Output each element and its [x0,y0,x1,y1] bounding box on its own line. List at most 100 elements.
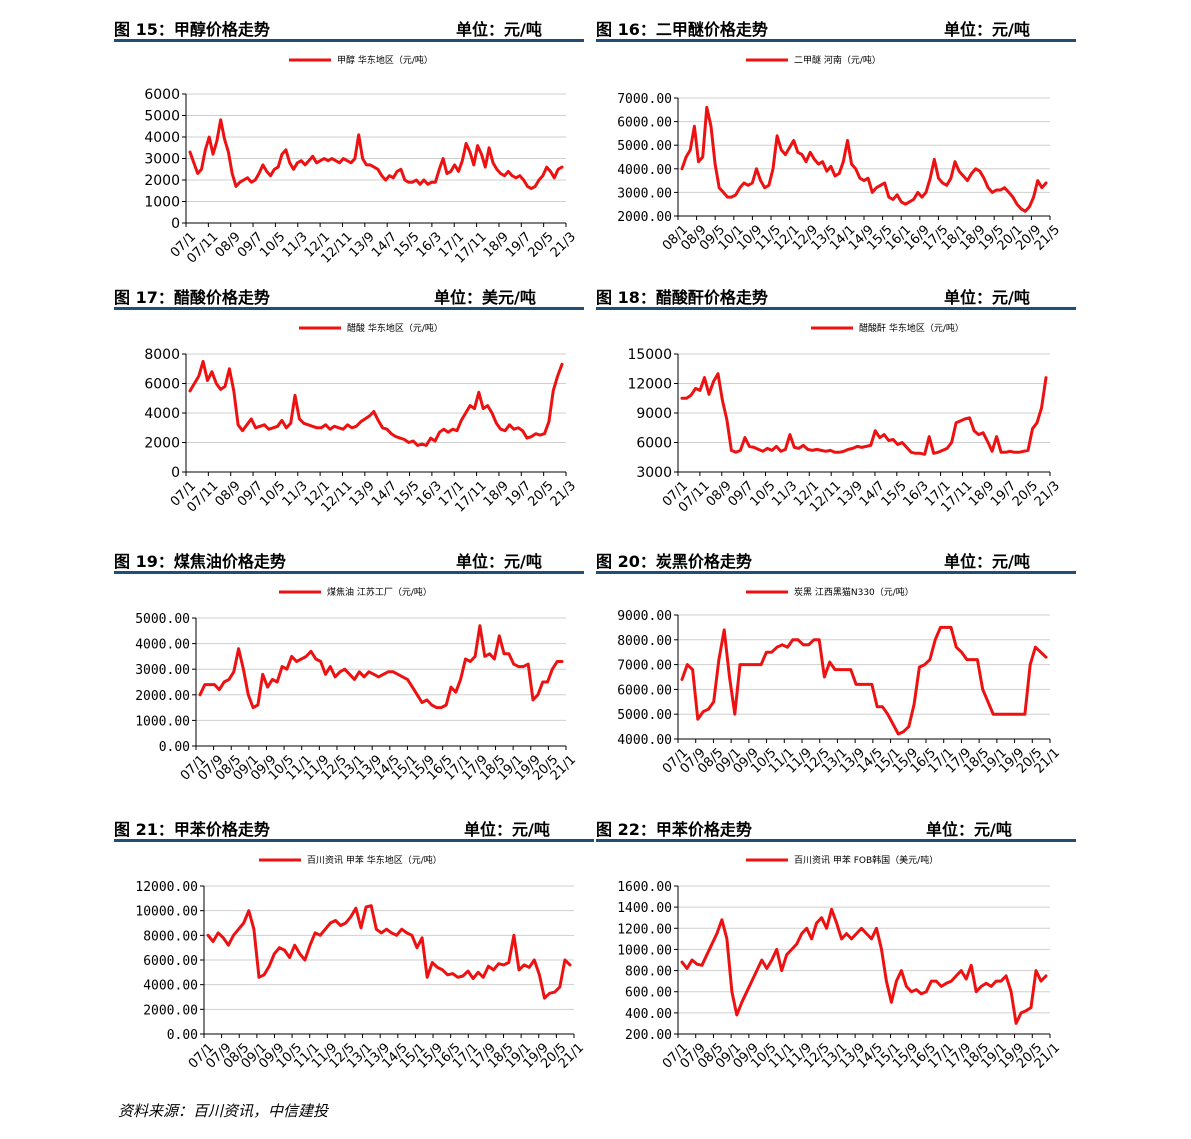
y-tick-label: 3000.00 [617,186,672,201]
chart-panel-c18: 图 18：醋酸酐价格走势 单位：元/吨 醋酸酐 华东地区（元/吨） 3000 6000 9… [596,284,1076,552]
y-tick-label: 5000.00 [135,612,190,627]
y-tick-label: 3000.00 [135,663,190,678]
y-tick-label: 2000.00 [617,210,672,225]
title-rule [114,839,594,842]
y-tick-label: 1600.00 [617,880,672,895]
series-line-0 [188,118,564,191]
legend: 甲醇 华东地区（元/吨） [289,54,433,66]
figure-unit: 单位：美元/吨 [434,288,536,307]
y-tick-label: 1400.00 [617,901,672,916]
x-tick-label: 21/3 [548,478,579,509]
y-tick-label: 2000 [144,173,180,189]
y-tick-label: 7000.00 [617,659,672,674]
chart-panel-c16: 图 16：二甲醚价格走势 单位：元/吨二甲醚 河南（元/吨） 2000.00 3000… [596,16,1076,284]
legend: 炭黑 江西黑猫N330（元/吨） [746,586,914,598]
y-tick-label: 7000.00 [617,92,672,107]
figure-title: 图 20：炭黑价格走势 [596,552,752,571]
line-chart: 百川资讯 甲苯 FOB韩国（美元/吨） 200.00 400.00 600.00 800… [617,854,1063,1072]
y-tick-label: 5000.00 [617,139,672,154]
title-rule [114,571,584,574]
y-tick-label: 0.00 [159,740,190,755]
legend: 醋酸酐 华东地区（元/吨） [811,322,964,334]
y-tick-label: 5000 [144,109,180,125]
figure-title: 图 16：二甲醚价格走势 [596,20,768,39]
figure-unit: 单位：元/吨 [944,552,1030,571]
y-tick-label: 8000 [144,347,180,363]
y-tick-label: 6000.00 [143,954,198,969]
chart-panel-c21: 图 21：甲苯价格走势 单位：元/吨百川资讯 甲苯 华东地区（元/吨） 0.00 20… [114,816,594,1084]
title-rule [114,307,584,310]
y-tick-label: 6000 [636,436,672,452]
y-tick-label: 400.00 [625,1007,672,1022]
chart-panel-c17: 图 17：醋酸价格走势 单位：美元/吨 醋酸 华东地区（元/吨） 0 2000 4000 6… [114,284,594,552]
figure-title: 图 18：醋酸酐价格走势 [596,288,768,307]
y-tick-label: 8000.00 [617,634,672,649]
line-chart: 醋酸 华东地区（元/吨）0200040006000800007/107/1108… [144,322,579,516]
chart-panel-c20: 图 20：炭黑价格走势 单位：元/吨炭黑 江西黑猫N330（元/吨） 4000.00… [596,548,1076,816]
y-tick-label: 8000.00 [143,929,198,944]
line-chart: 炭黑 江西黑猫N330（元/吨） 4000.00 5000.00 6000.00 700… [617,586,1063,777]
chart-panel-c22: 图 22：甲苯价格走势 单位：元/吨 百川资讯 甲苯 FOB韩国（美元/吨） 200.… [596,816,1076,1084]
line-chart: 百川资讯 甲苯 华东地区（元/吨） 0.00 2000.00 4000.00 6000.… [135,854,584,1072]
series-line-0 [188,359,564,447]
y-tick-label: 1000.00 [617,943,672,958]
chart-panel-c19: 图 19：煤焦油价格走势 单位：元/吨 煤焦油 江苏工厂（元/吨） 0.00 1000.… [114,548,594,816]
legend: 醋酸 华东地区（元/吨） [299,322,443,334]
y-tick-label: 6000.00 [617,683,672,698]
legend-label: 醋酸 华东地区（元/吨） [347,322,443,334]
figure-title: 图 21：甲苯价格走势 [114,820,270,839]
y-tick-label: 12000 [627,377,672,393]
x-tick-label: 21/3 [548,229,579,260]
title-rule [596,839,1076,842]
series-line-0 [680,907,1048,1025]
y-tick-label: 1000.00 [135,714,190,729]
y-tick-label: 9000.00 [617,609,672,624]
y-tick-label: 4000.00 [143,979,198,994]
legend-label: 煤焦油 江苏工厂（元/吨） [327,586,432,598]
series-line-0 [206,904,572,1000]
y-tick-label: 5000.00 [617,708,672,723]
figure-unit: 单位：元/吨 [456,552,542,571]
y-tick-label: 0.00 [167,1028,198,1043]
legend-label: 二甲醚 河南（元/吨） [794,54,881,66]
y-tick-label: 4000 [144,130,180,146]
figure-title: 图 15：甲醇价格走势 [114,20,270,39]
figure-unit: 单位：元/吨 [464,820,550,839]
legend-label: 炭黑 江西黑猫N330（元/吨） [794,586,914,598]
y-tick-label: 10000.00 [135,905,198,920]
figure-unit: 单位：元/吨 [944,288,1030,307]
y-tick-label: 6000 [144,87,180,103]
y-tick-label: 4000.00 [617,163,672,178]
y-tick-label: 2000 [144,436,180,452]
line-chart: 甲醇 华东地区（元/吨）010002000300040005000600007/… [144,54,579,267]
legend-label: 百川资讯 甲苯 华东地区（元/吨） [307,854,442,866]
line-chart: 煤焦油 江苏工厂（元/吨） 0.00 1000.00 2000.00 3000.00 40… [135,586,579,784]
y-tick-label: 4000.00 [617,733,672,748]
y-tick-label: 4000.00 [135,638,190,653]
series-line-0 [680,625,1048,736]
y-tick-label: 12000.00 [135,880,198,895]
y-tick-label: 3000 [636,465,672,481]
y-tick-label: 2000.00 [135,689,190,704]
figure-unit: 单位：元/吨 [944,20,1030,39]
line-chart: 醋酸酐 华东地区（元/吨）300060009000120001500007/10… [627,322,1063,516]
title-rule [596,39,1076,42]
legend-label: 百川资讯 甲苯 FOB韩国（美元/吨） [794,854,938,866]
title-rule [596,307,1076,310]
y-tick-label: 3000 [144,152,180,168]
series-line-0 [198,624,564,710]
legend-label: 甲醇 华东地区（元/吨） [337,54,433,66]
y-tick-label: 600.00 [625,986,672,1001]
title-rule [114,39,584,42]
x-tick-label: 21/3 [1032,478,1063,509]
series-line-0 [680,105,1048,213]
y-tick-label: 15000 [627,347,672,363]
y-tick-label: 2000.00 [143,1003,198,1018]
y-tick-label: 1200.00 [617,922,672,937]
y-tick-label: 4000 [144,406,180,422]
y-tick-label: 6000.00 [617,116,672,131]
legend-label: 醋酸酐 华东地区（元/吨） [859,322,964,334]
figure-unit: 单位：元/吨 [456,20,542,39]
figure-title: 图 22：甲苯价格走势 [596,820,752,839]
series-line-0 [680,372,1048,456]
